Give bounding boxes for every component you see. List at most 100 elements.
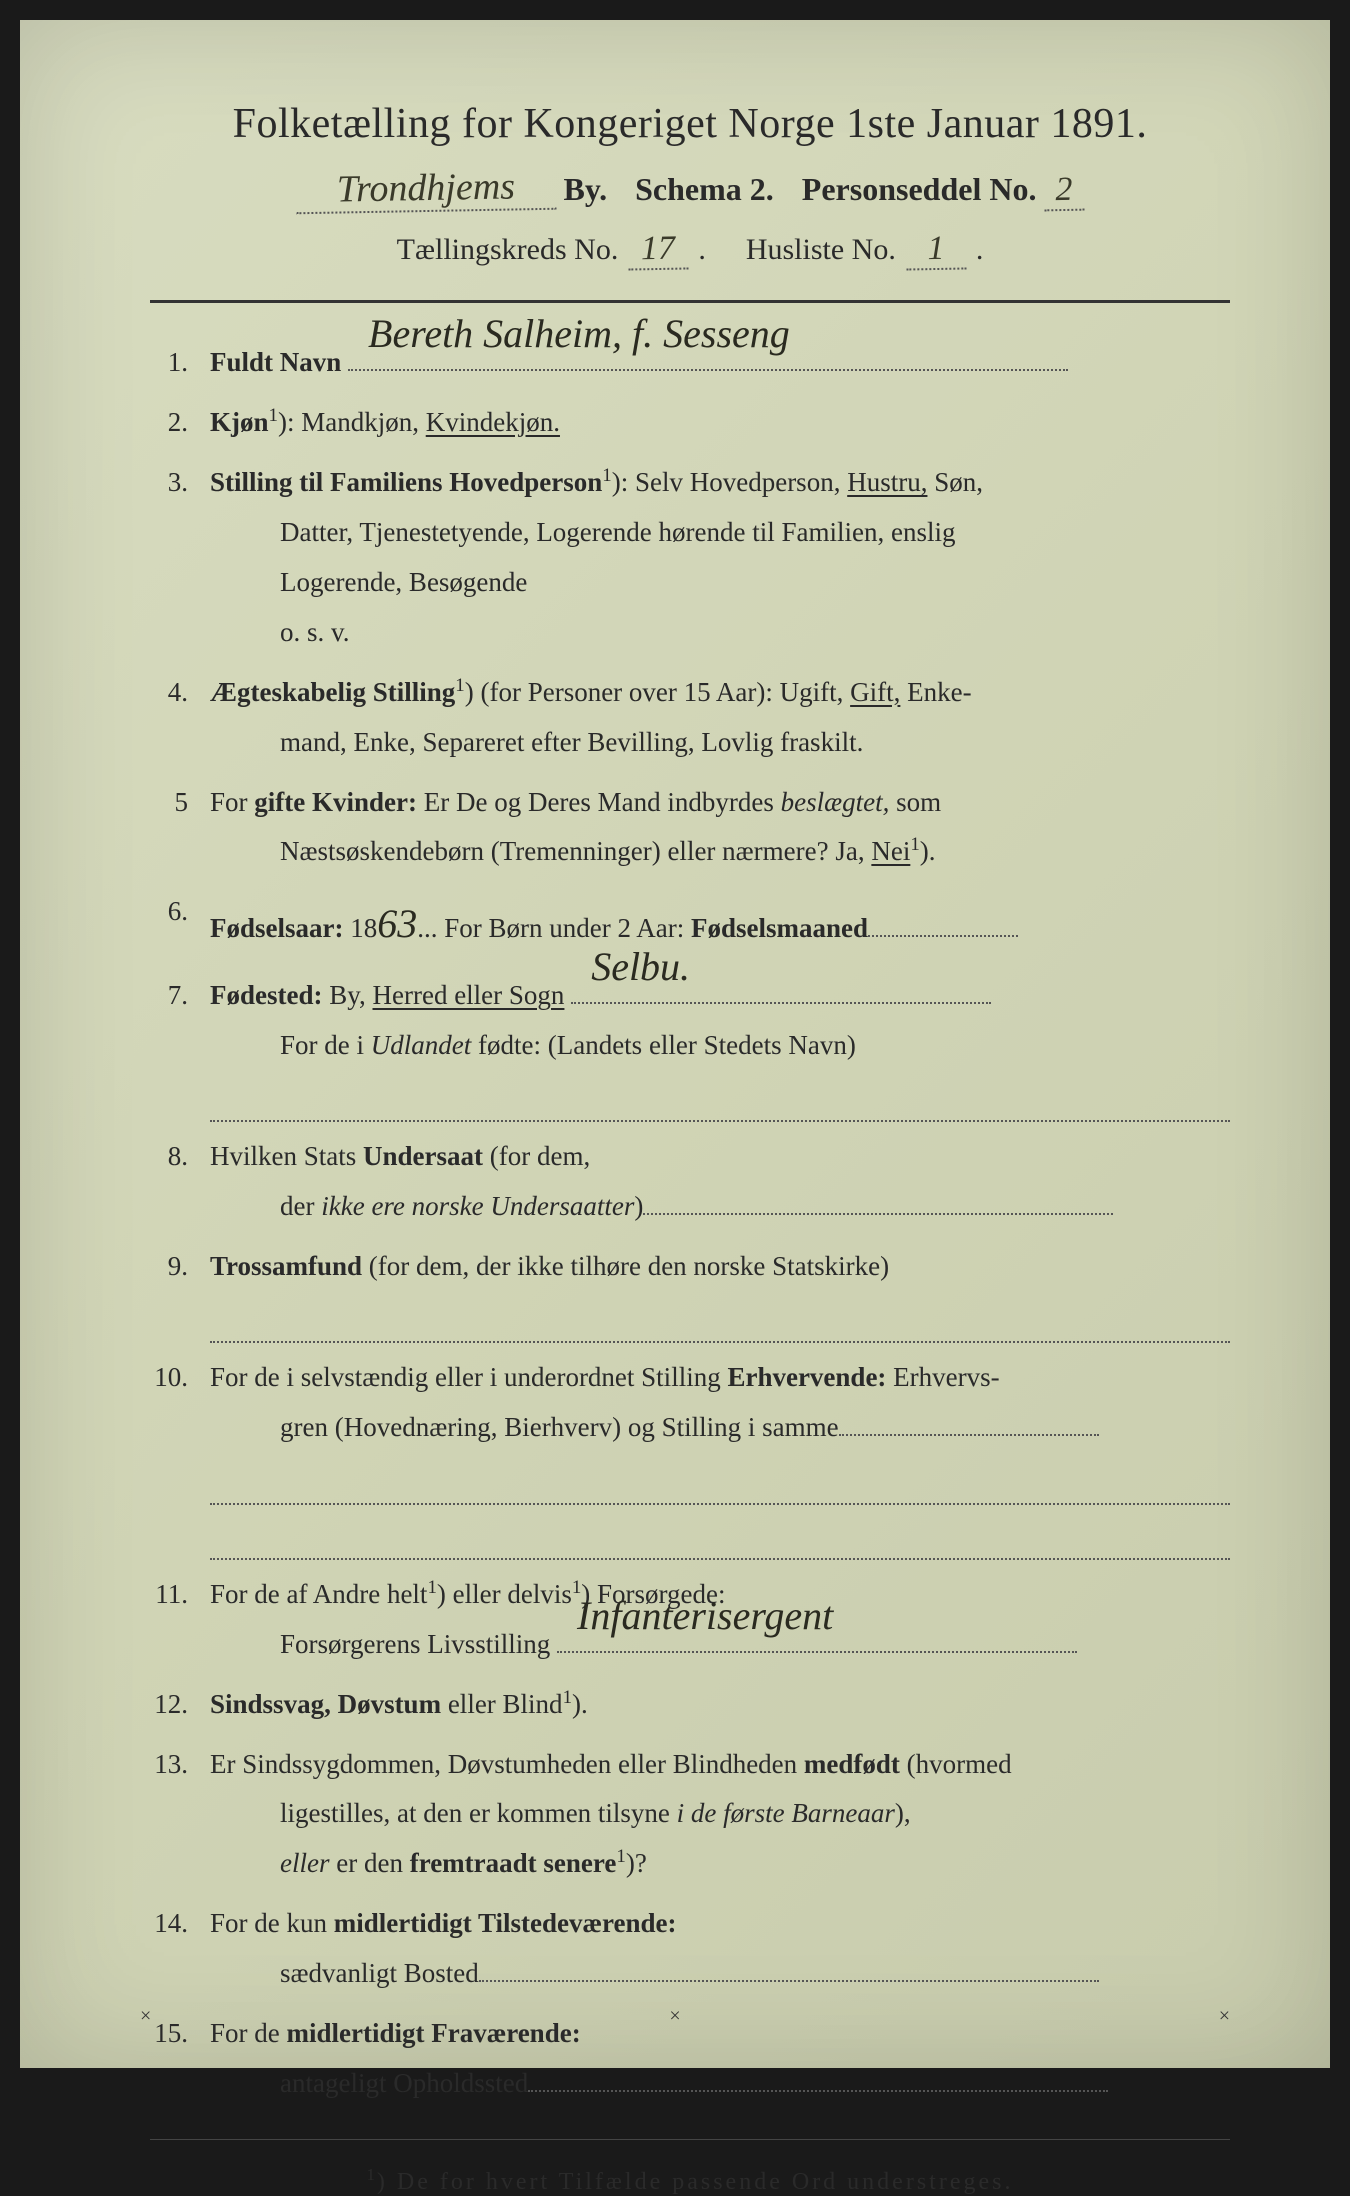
q13-line3b: er den (329, 1848, 409, 1878)
num-10: 10. (150, 1353, 210, 1403)
q14-line2: sædvanligt Bosted (280, 1958, 479, 1988)
q11-line2: Forsørgerens Livsstilling (280, 1629, 550, 1659)
corner-mark-left: × (140, 2005, 151, 2028)
item-8: 8. Hvilken Stats Undersaat (for dem, der… (150, 1132, 1230, 1232)
q4d: Enke- (900, 677, 971, 707)
q4a: Ægteskabelig Stilling (210, 677, 455, 707)
item-9: 9. Trossamfund (for dem, der ikke tilhør… (150, 1242, 1230, 1343)
q9b: (for dem, der ikke tilhøre den norske St… (362, 1251, 889, 1281)
q7-line2b: Udlandet (371, 1030, 472, 1060)
husliste-no: 1 (905, 229, 966, 270)
item-13: 13. Er Sindssygdommen, Døvstumheden elle… (150, 1740, 1230, 1890)
q5b: gifte Kvinder: (254, 787, 417, 817)
title-text: Folketælling for Kongeriget Norge 1ste J… (233, 101, 1148, 147)
q3b: ): Selv Hovedperson, (612, 467, 847, 497)
q7-line2a: For de i (280, 1030, 371, 1060)
num-9: 9. (150, 1242, 210, 1292)
q3-line2: Datter, Tjenestetyende, Logerende hørend… (210, 508, 1230, 558)
tallingskreds-no: 17 (628, 229, 689, 270)
q6-hand: 63 (377, 901, 417, 946)
q8a: Hvilken Stats (210, 1141, 363, 1171)
q10a: For de i selvstændig eller i underordnet… (210, 1362, 727, 1392)
q15a: For de (210, 2018, 287, 2048)
form-header: Folketælling for Kongeriget Norge 1ste J… (150, 100, 1230, 270)
q13-line3d: )? (626, 1848, 647, 1878)
q7c: Herred eller Sogn (373, 980, 565, 1010)
q12c: ). (572, 1689, 588, 1719)
q15b: midlertidigt Fraværende: (287, 2018, 581, 2048)
tallingskreds-label: Tællingskreds No. (397, 233, 619, 267)
item-2: 2. Kjøn1): Mandkjøn, Kvindekjøn. (150, 398, 1230, 448)
num-3: 3. (150, 458, 210, 508)
q8-line2c: ) (634, 1191, 643, 1221)
q3d: Søn, (927, 467, 983, 497)
main-title: Folketælling for Kongeriget Norge 1ste J… (150, 100, 1230, 148)
q13-line2b: i de første Barneaar (677, 1798, 895, 1828)
q14a: For de kun (210, 1908, 334, 1938)
q2c: Kvindekjøn. (426, 407, 560, 437)
num-13: 13. (150, 1740, 210, 1790)
num-2: 2. (150, 398, 210, 448)
q10-line2: gren (Hovednæring, Bierhverv) og Stillin… (280, 1412, 839, 1442)
num-15: 15. (150, 2009, 210, 2059)
q15-line2: antageligt Opholdssted (280, 2068, 528, 2098)
q7b: By, (322, 980, 372, 1010)
by-label: By. (564, 171, 608, 208)
q5-line2b: Nei (871, 836, 910, 866)
city-handwritten: Trondhjems (295, 164, 556, 215)
q5-line2a: Næstsøskendebørn (Tremenninger) eller næ… (280, 836, 871, 866)
item-1: 1. Fuldt Navn Bereth Salheim, f. Sesseng (150, 338, 1230, 388)
item-4: 4. Ægteskabelig Stilling1) (for Personer… (150, 668, 1230, 768)
divider-bottom (150, 2139, 1230, 2140)
q2a: Kjøn (210, 407, 269, 437)
num-8: 8. (150, 1132, 210, 1182)
q8-line2b: ikke ere norske Undersaatter (321, 1191, 634, 1221)
item-3: 3. Stilling til Familiens Hovedperson1):… (150, 458, 1230, 658)
q6b: 18 (343, 913, 377, 943)
q7-line2c: fødte: (Landets eller Stedets Navn) (471, 1030, 856, 1060)
q5d: beslægtet, (781, 787, 890, 817)
q7a: Fødested: (210, 980, 322, 1010)
q3-line4: o. s. v. (210, 608, 1230, 658)
q9a: Trossamfund (210, 1251, 362, 1281)
header-line-3: Tællingskreds No. 17 . Husliste No. 1 . (150, 230, 1230, 270)
item-5: 5 For gifte Kvinder: Er De og Deres Mand… (150, 778, 1230, 878)
item-15: 15. For de midlertidigt Fraværende: anta… (150, 2009, 1230, 2109)
q13-line2c: ), (895, 1798, 911, 1828)
num-1: 1. (150, 338, 210, 388)
q6a: Fødselsaar: (210, 913, 343, 943)
husliste-label: Husliste No. (746, 233, 896, 267)
q8c: (for dem, (483, 1141, 590, 1171)
header-line-2: Trondhjems By. Schema 2. Personseddel No… (150, 166, 1230, 212)
item-10: 10. For de i selvstændig eller i underor… (150, 1353, 1230, 1559)
num-12: 12. (150, 1680, 210, 1730)
q5a: For (210, 787, 254, 817)
q3c: Hustru, (847, 467, 927, 497)
q12a: Sindssvag, Døvstum (210, 1689, 441, 1719)
q13-line3a: eller (280, 1848, 329, 1878)
num-7: 7. (150, 971, 210, 1021)
q5e: som (889, 787, 941, 817)
q5c: Er De og Deres Mand indbyrdes (417, 787, 781, 817)
q7-hand: Selbu. (591, 930, 690, 1004)
q5-line2c: ). (920, 836, 936, 866)
item-7: 7. Fødested: By, Herred eller Sogn Selbu… (150, 971, 1230, 1122)
q11-hand: Infanterisergent (577, 1579, 833, 1653)
num-6: 6. (150, 887, 210, 937)
q3a: Stilling til Familiens Hovedperson (210, 467, 602, 497)
num-11: 11. (150, 1570, 210, 1620)
corner-mark-right: × (1219, 2005, 1230, 2028)
q10b: Erhvervende: (727, 1362, 886, 1392)
item-11: 11. For de af Andre helt1) eller delvis1… (150, 1570, 1230, 1670)
q4b: ) (for Personer over 15 Aar): Ugift, (465, 677, 850, 707)
q6d: Fødselsmaaned (691, 913, 868, 943)
q1-handwritten: Bereth Salheim, f. Sesseng (368, 297, 790, 371)
schema-label: Schema 2. (635, 171, 774, 208)
census-form-page: Folketælling for Kongeriget Norge 1ste J… (20, 20, 1330, 2068)
q10c: Erhvervs- (886, 1362, 999, 1392)
q1-label: Fuldt Navn (210, 347, 341, 377)
q13-line2a: ligestilles, at den er kommen tilsyne (280, 1798, 677, 1828)
q8-line2a: der (280, 1191, 321, 1221)
personseddel-no: 2 (1044, 171, 1085, 212)
footnote-text: ) De for hvert Tilfælde passende Ord und… (377, 2169, 1014, 2195)
